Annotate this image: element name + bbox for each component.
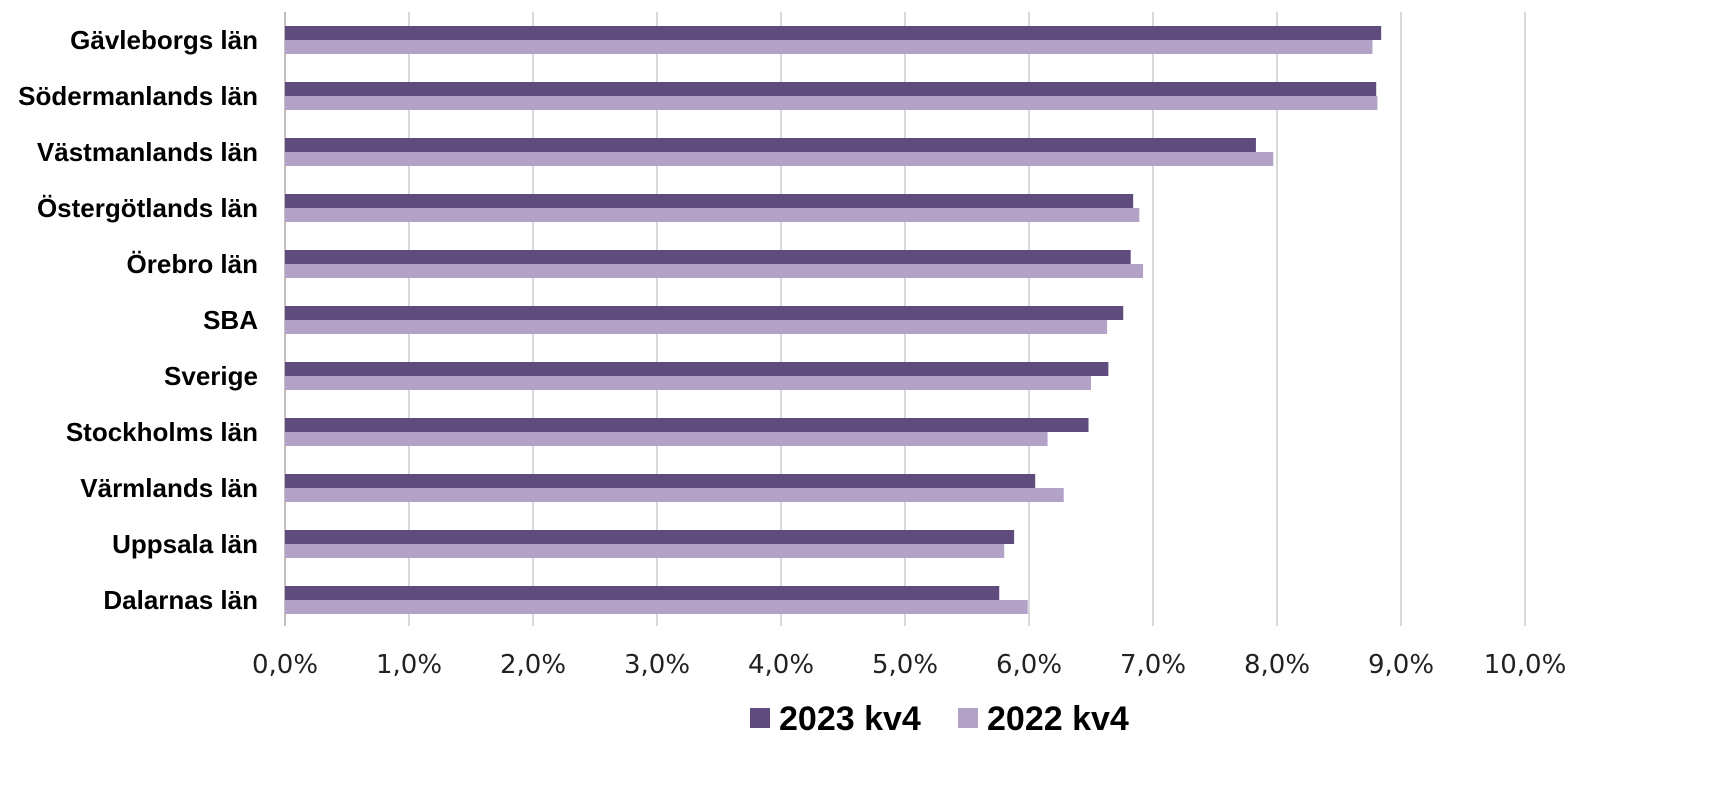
bar-series-1 [285,586,1000,600]
legend-label: 2022 kv4 [987,700,1129,738]
bar-series-1 [285,194,1134,208]
category-label: Gävleborgs län [70,25,258,55]
x-tick-label: 6,0% [996,650,1062,680]
legend: 2023 kv4 2022 kv4 [750,700,1129,738]
bar-series-2 [285,152,1274,166]
x-tick-label: 8,0% [1244,650,1310,680]
bar-series-1 [285,26,1382,40]
x-tick-label: 0,0% [252,650,318,680]
category-label: Östergötlands län [37,193,258,223]
category-label: Örebro län [127,249,258,279]
x-tick-label: 1,0% [376,650,442,680]
bar-series-1 [285,530,1015,544]
bar-series-2 [285,264,1144,278]
category-label: Uppsala län [112,529,258,559]
bar-series-1 [285,362,1109,376]
legend-swatch [750,708,770,728]
bar-series-1 [285,82,1377,96]
bar-series-2 [285,488,1064,502]
bar-series-1 [285,250,1131,264]
x-tick-label: 9,0% [1368,650,1434,680]
x-tick-label: 7,0% [1120,650,1186,680]
category-label: SBA [203,305,258,335]
x-tick-label: 2,0% [500,650,566,680]
x-tick-label: 4,0% [748,650,814,680]
bar-series-2 [285,320,1108,334]
category-labels: Gävleborgs län Södermanlands län Västmanla… [18,25,258,615]
bar-series-2 [285,376,1091,390]
bar-series-2 [285,432,1048,446]
category-label: Värmlands län [80,473,258,503]
bar-series-2 [285,96,1378,110]
bar-series-1 [285,418,1089,432]
bar-series-2 [285,40,1373,54]
category-label: Dalarnas län [103,585,258,615]
bar-series-1 [285,138,1256,152]
legend-swatch [958,708,978,728]
category-label: Västmanlands län [37,137,258,167]
bar-series-2 [285,600,1028,614]
bar-series-2 [285,208,1140,222]
category-label: Stockholms län [66,417,258,447]
bar-series-2 [285,544,1005,558]
category-label: Sverige [164,361,258,391]
x-tick-labels: 0,0% 1,0% 2,0% 3,0% 4,0% 5,0% 6,0% 7,0% 8,0% 9,0%… [252,650,1566,680]
bar-series-1 [285,474,1036,488]
x-tick-label: 3,0% [624,650,690,680]
x-tick-label: 10,0% [1484,650,1567,680]
bars [285,26,1382,614]
legend-label: 2023 kv4 [779,700,921,738]
category-label: Södermanlands län [18,81,258,111]
bar-series-1 [285,306,1124,320]
x-tick-label: 5,0% [872,650,938,680]
